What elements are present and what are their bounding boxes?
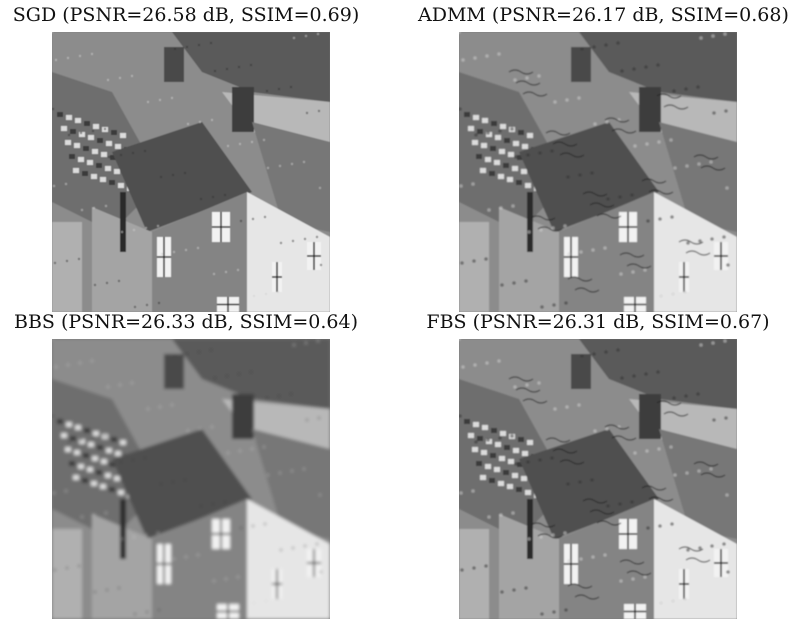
panel-caption: BBS (PSNR=26.33 dB, SSIM=0.64) bbox=[14, 311, 358, 333]
panel-caption: ADMM (PSNR=26.17 dB, SSIM=0.68) bbox=[418, 4, 789, 26]
panel-caption: FBS (PSNR=26.31 dB, SSIM=0.67) bbox=[426, 311, 770, 333]
panel-caption: SGD (PSNR=26.58 dB, SSIM=0.69) bbox=[12, 4, 360, 26]
reconstructed-image bbox=[459, 339, 737, 619]
reconstructed-image bbox=[52, 32, 330, 312]
reconstructed-image bbox=[52, 339, 330, 619]
reconstructed-image bbox=[459, 32, 737, 312]
